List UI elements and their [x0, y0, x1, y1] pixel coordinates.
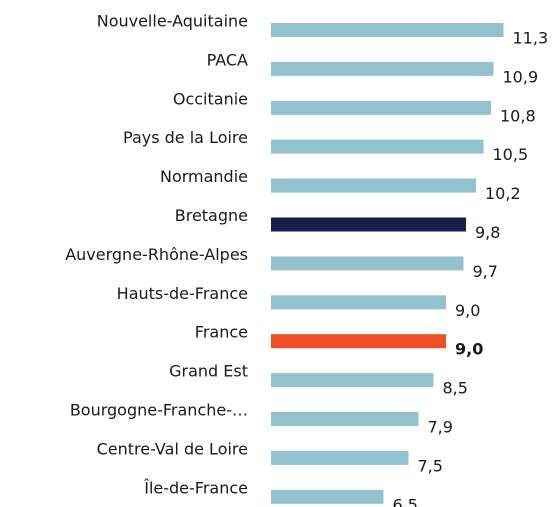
bar: [271, 450, 409, 465]
bar: [271, 256, 464, 271]
bar: [271, 412, 419, 426]
bar: [271, 373, 434, 388]
value-label: 6,5: [393, 495, 418, 507]
bar: [271, 100, 491, 115]
category-label: Grand Est: [169, 362, 248, 381]
bar: [271, 489, 384, 504]
value-label: 9,0: [455, 340, 483, 359]
value-label: 9,0: [455, 301, 480, 320]
value-label: 7,9: [428, 418, 453, 437]
category-label: Nouvelle-Aquitaine: [97, 12, 248, 31]
category-label: Hauts-de-France: [117, 284, 248, 303]
bar: [271, 178, 476, 193]
value-label: 9,7: [473, 262, 498, 281]
value-label: 10,2: [485, 184, 521, 203]
value-label: 8,5: [443, 379, 468, 398]
value-label: 7,5: [418, 456, 443, 475]
category-label: Auvergne-Rhône-Alpes: [65, 245, 248, 264]
category-label: PACA: [207, 50, 248, 69]
category-label: Normandie: [160, 167, 248, 186]
bar: [271, 23, 504, 37]
category-label: Île-de-France: [143, 478, 248, 497]
category-label: France: [195, 323, 248, 342]
category-label: Bretagne: [175, 206, 248, 225]
value-label: 10,8: [500, 106, 536, 125]
value-label: 10,5: [493, 145, 529, 164]
bar: [271, 217, 466, 232]
category-label: Bourgogne-Franche-…: [70, 401, 248, 420]
bar: [271, 61, 494, 76]
category-label: Pays de la Loire: [123, 128, 248, 147]
value-label: 10,9: [503, 67, 539, 86]
value-label: 11,3: [513, 29, 549, 48]
bar: [271, 295, 446, 310]
bar: [271, 139, 484, 154]
category-label: Occitanie: [173, 89, 248, 108]
category-label: Centre-Val de Loire: [97, 439, 248, 458]
value-label: 9,8: [475, 223, 500, 242]
bar: [271, 334, 446, 349]
